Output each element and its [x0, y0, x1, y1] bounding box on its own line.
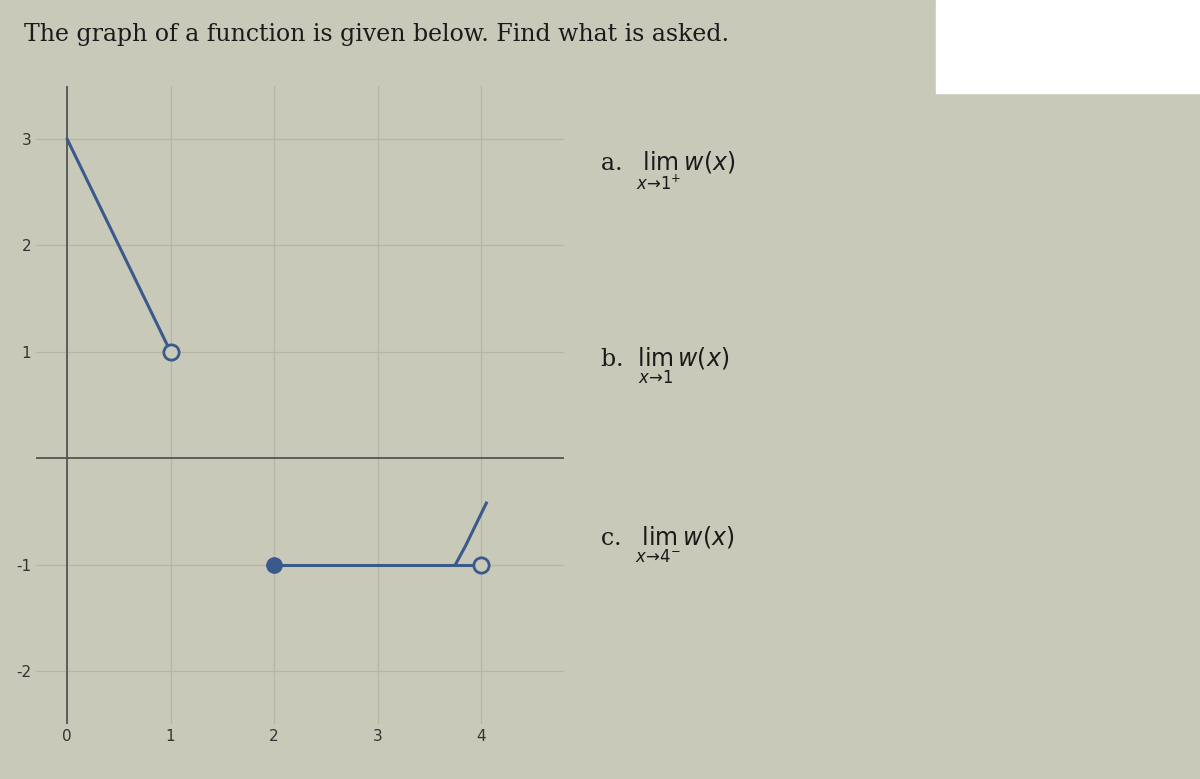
Text: b.  $\lim_{x \to 1}\, w(x)$: b. $\lim_{x \to 1}\, w(x)$	[600, 346, 730, 386]
Text: The graph of a function is given below. Find what is asked.: The graph of a function is given below. …	[24, 23, 730, 47]
Text: a.  $\lim_{x \to 1^+} w(x)$: a. $\lim_{x \to 1^+} w(x)$	[600, 150, 736, 192]
Text: c.  $\lim_{x \to 4^-} w(x)$: c. $\lim_{x \to 4^-} w(x)$	[600, 525, 734, 566]
